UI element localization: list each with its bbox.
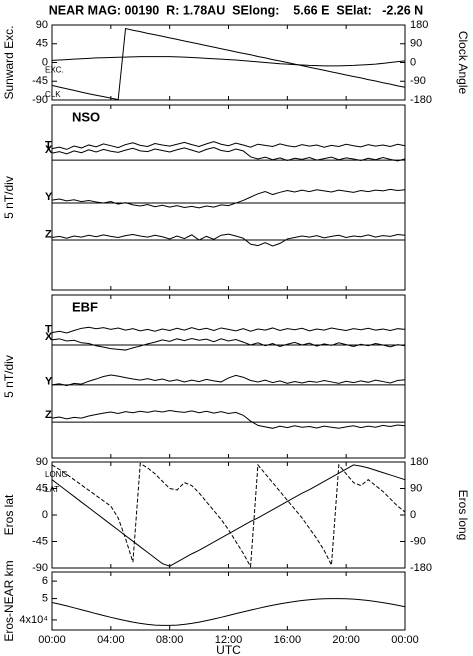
series-line	[51, 337, 406, 351]
y-tick-label: 5	[42, 592, 48, 604]
y-tick-label: -45	[32, 75, 48, 87]
series-line	[51, 598, 406, 626]
y2-tick-label: 90	[410, 482, 422, 494]
y-tick-label: 0	[42, 56, 48, 68]
series-line	[51, 374, 406, 387]
y2-axis-label: Eros long	[456, 490, 470, 541]
y-axis-label: 5 nT/div	[2, 176, 16, 219]
panel-frame	[51, 461, 406, 569]
panel-label: EBF	[72, 299, 98, 314]
x-tick-label: 04:00	[97, 634, 125, 646]
x-tick-label: 08:00	[156, 634, 184, 646]
y2-tick-label: 180	[410, 456, 428, 468]
series-label: X	[45, 144, 53, 156]
y2-tick-label: 90	[410, 38, 422, 50]
x-axis-label: UTC	[216, 643, 241, 656]
y2-tick-label: -180	[410, 94, 432, 106]
series-line	[51, 141, 406, 150]
y-tick-label: -90	[32, 562, 48, 574]
y-tick-label: -45	[32, 535, 48, 547]
series-line	[51, 56, 406, 67]
series-label: LONG	[45, 470, 68, 479]
series-label: T	[45, 324, 52, 336]
y2-tick-label: 0	[410, 509, 416, 521]
x-tick-label: 16:00	[274, 634, 302, 646]
y-axis-label: Eros-NEAR km	[2, 560, 16, 641]
chart-title: NEAR MAG: 00190 R: 1.78AU SElong: 5.66 E…	[49, 3, 423, 17]
series-label: LAT	[45, 485, 59, 494]
y-tick-label: 90	[36, 456, 48, 468]
y-tick-label: 45	[36, 38, 48, 50]
y-axis-label: Sunward Exc.	[2, 25, 16, 99]
series-label: Z	[45, 228, 52, 240]
y-tick-label: -90	[32, 94, 48, 106]
series-label: T	[45, 140, 52, 152]
y2-axis-label: Clock Angle	[456, 31, 470, 95]
series-line	[51, 410, 406, 429]
series-line	[51, 233, 406, 247]
y2-tick-label: 180	[410, 19, 428, 31]
series-label: X	[45, 331, 53, 343]
y-axis-label: Eros lat	[2, 494, 16, 535]
y2-tick-label: -90	[410, 535, 426, 547]
series-label: Y	[45, 191, 53, 203]
series-line	[51, 464, 406, 567]
y2-tick-label: -90	[410, 75, 426, 87]
series-line	[51, 462, 406, 569]
panel-label: NSO	[72, 109, 100, 124]
x-tick-label: 00:00	[391, 634, 419, 646]
y-tick-label: 4x10⁴	[19, 614, 48, 626]
x-tick-label: 12:00	[215, 634, 243, 646]
y-tick-label: 0	[42, 509, 48, 521]
panel-frame	[51, 24, 406, 101]
x-tick-label: 00:00	[38, 634, 66, 646]
series-label: EXC.	[45, 66, 64, 75]
series-line	[51, 326, 406, 334]
y2-tick-label: -180	[410, 562, 432, 574]
y-tick-label: 45	[36, 482, 48, 494]
panel-frame	[51, 571, 406, 631]
panel-frame	[51, 104, 406, 291]
series-line	[51, 147, 406, 162]
series-label: CLK	[45, 90, 61, 99]
y-tick-label: 6	[42, 575, 48, 587]
series-line	[51, 188, 406, 209]
y-axis-label: 5 nT/div	[2, 355, 16, 398]
y-tick-label: 90	[36, 19, 48, 31]
x-tick-label: 20:00	[332, 634, 360, 646]
series-line	[51, 27, 406, 101]
series-label: Y	[45, 376, 53, 388]
y2-tick-label: 0	[410, 56, 416, 68]
series-label: Z	[45, 409, 52, 421]
